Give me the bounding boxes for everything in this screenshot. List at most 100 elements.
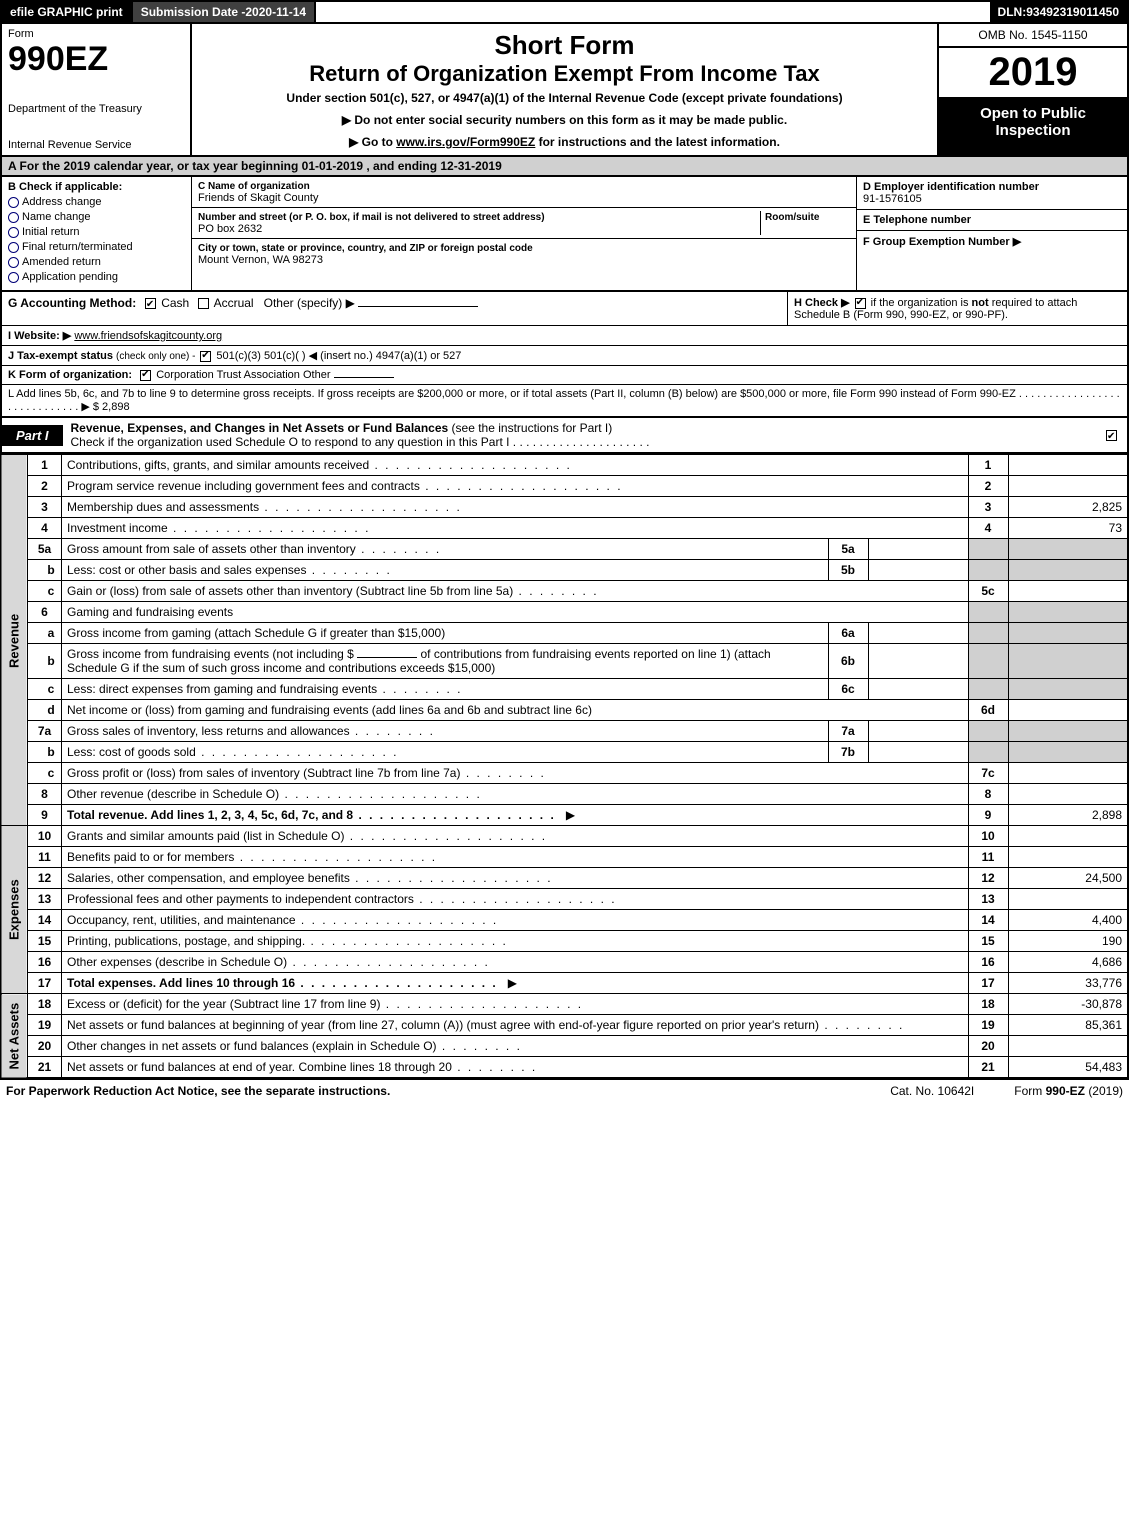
- line-value: 24,500: [1008, 868, 1128, 889]
- line-value: 54,483: [1008, 1057, 1128, 1079]
- table-row: 15 Printing, publications, postage, and …: [1, 931, 1128, 952]
- line-ref: 20: [968, 1036, 1008, 1057]
- cash-label: Cash: [161, 296, 189, 310]
- cat-number: Cat. No. 10642I: [890, 1084, 974, 1098]
- line-value: [1008, 763, 1128, 784]
- sub-value: [868, 679, 968, 700]
- line-ref: 16: [968, 952, 1008, 973]
- instructions-link[interactable]: www.irs.gov/Form990EZ: [396, 135, 535, 149]
- row-k-label: K Form of organization:: [8, 369, 132, 381]
- line-number: 11: [28, 847, 62, 868]
- org-city-cell: City or town, state or province, country…: [192, 239, 856, 269]
- instructions-link-text: www.irs.gov/Form990EZ: [396, 135, 535, 149]
- line-desc: Excess or (deficit) for the year (Subtra…: [62, 994, 969, 1015]
- checkbox-schedule-b[interactable]: [855, 298, 866, 309]
- line-value-gray: [1008, 679, 1128, 700]
- cb-amended-return[interactable]: Amended return: [8, 256, 185, 268]
- line-value: [1008, 847, 1128, 868]
- line-number: b: [28, 560, 62, 581]
- checkbox-501c3[interactable]: [200, 351, 211, 362]
- instructions-post: for instructions and the latest informat…: [539, 135, 780, 149]
- part-i-title: Revenue, Expenses, and Changes in Net As…: [63, 418, 1096, 452]
- line-value: -30,878: [1008, 994, 1128, 1015]
- form-number-footer: Form 990-EZ (2019): [1014, 1084, 1123, 1098]
- line-ref: 15: [968, 931, 1008, 952]
- submission-date: Submission Date - 2020-11-14: [133, 2, 316, 22]
- table-row: c Less: direct expenses from gaming and …: [1, 679, 1128, 700]
- line-value: 2,898: [1008, 805, 1128, 826]
- line-value: 2,825: [1008, 497, 1128, 518]
- efile-print-button[interactable]: efile GRAPHIC print: [2, 2, 133, 22]
- side-label-expenses: Expenses: [1, 826, 28, 994]
- instructions-link-line: ▶ Go to www.irs.gov/Form990EZ for instru…: [198, 135, 931, 149]
- line-desc: Total revenue. Add lines 1, 2, 3, 4, 5c,…: [62, 805, 969, 826]
- line-value: [1008, 826, 1128, 847]
- page-footer: For Paperwork Reduction Act Notice, see …: [0, 1079, 1129, 1102]
- row-l-value: 2,898: [102, 401, 130, 413]
- line-desc: Gross profit or (loss) from sales of inv…: [62, 763, 969, 784]
- org-name-label: C Name of organization: [198, 181, 310, 192]
- sub-ref: 5a: [828, 539, 868, 560]
- cb-initial-return[interactable]: Initial return: [8, 226, 185, 238]
- side-label-net-assets: Net Assets: [1, 994, 28, 1079]
- cb-application-pending[interactable]: Application pending: [8, 271, 185, 283]
- line-desc: Other revenue (describe in Schedule O): [62, 784, 969, 805]
- line-ref-gray: [968, 623, 1008, 644]
- cb-final-return[interactable]: Final return/terminated: [8, 241, 185, 253]
- line-number: 10: [28, 826, 62, 847]
- line-desc: Less: cost of goods sold: [62, 742, 829, 763]
- table-row: 11 Benefits paid to or for members 11: [1, 847, 1128, 868]
- line-number: 16: [28, 952, 62, 973]
- checkbox-corporation[interactable]: [140, 370, 151, 381]
- line-ref: 1: [968, 455, 1008, 476]
- row-h-text2: if the organization is: [871, 297, 972, 309]
- line-number: 17: [28, 973, 62, 994]
- part-i-checkbox[interactable]: [1096, 425, 1127, 445]
- dept-treasury: Department of the Treasury: [8, 103, 184, 115]
- form-label: Form: [8, 28, 184, 40]
- table-row: 4 Investment income 4 73: [1, 518, 1128, 539]
- website-url[interactable]: www.friendsofskagitcounty.org: [74, 330, 222, 342]
- sub-ref: 6c: [828, 679, 868, 700]
- cb-address-change[interactable]: Address change: [8, 196, 185, 208]
- other-specify-line: [358, 306, 478, 307]
- sub-ref: 7b: [828, 742, 868, 763]
- sub-ref: 6b: [828, 644, 868, 679]
- city-value: Mount Vernon, WA 98273: [198, 254, 323, 266]
- line-desc: Benefits paid to or for members: [62, 847, 969, 868]
- checkbox-accrual[interactable]: [198, 298, 209, 309]
- open-to-public: Open to Public Inspection: [939, 99, 1127, 155]
- line-ref-gray: [968, 560, 1008, 581]
- line-ref-gray: [968, 679, 1008, 700]
- line-number: 9: [28, 805, 62, 826]
- line-value: [1008, 784, 1128, 805]
- org-name-cell: C Name of organization Friends of Skagit…: [192, 177, 856, 208]
- info-grid: B Check if applicable: Address change Na…: [0, 177, 1129, 292]
- other-label: Other (specify) ▶: [264, 296, 355, 310]
- line-desc: Gain or (loss) from sale of assets other…: [62, 581, 969, 602]
- line-desc: Other changes in net assets or fund bala…: [62, 1036, 969, 1057]
- table-row: d Net income or (loss) from gaming and f…: [1, 700, 1128, 721]
- row-gh: G Accounting Method: Cash Accrual Other …: [2, 292, 1127, 326]
- checkbox-icon: [8, 212, 19, 223]
- part-i-label: Part I: [2, 425, 63, 446]
- line-desc: Net income or (loss) from gaming and fun…: [62, 700, 969, 721]
- ein-cell: D Employer identification number 91-1576…: [857, 177, 1127, 210]
- table-row: 19 Net assets or fund balances at beginn…: [1, 1015, 1128, 1036]
- line-ref: 18: [968, 994, 1008, 1015]
- checkbox-cash[interactable]: [145, 298, 156, 309]
- row-g-accounting: G Accounting Method: Cash Accrual Other …: [2, 292, 787, 325]
- line-desc: Membership dues and assessments: [62, 497, 969, 518]
- line-number: a: [28, 623, 62, 644]
- cb-name-change[interactable]: Name change: [8, 211, 185, 223]
- short-form-title: Short Form: [198, 30, 931, 61]
- line-value-gray: [1008, 560, 1128, 581]
- line-number: b: [28, 742, 62, 763]
- line-ref: 13: [968, 889, 1008, 910]
- line-number: c: [28, 581, 62, 602]
- cb-label: Final return/terminated: [22, 241, 133, 253]
- line-ref: 21: [968, 1057, 1008, 1079]
- line-ref: 5c: [968, 581, 1008, 602]
- line-number: 12: [28, 868, 62, 889]
- line-desc: Grants and similar amounts paid (list in…: [62, 826, 969, 847]
